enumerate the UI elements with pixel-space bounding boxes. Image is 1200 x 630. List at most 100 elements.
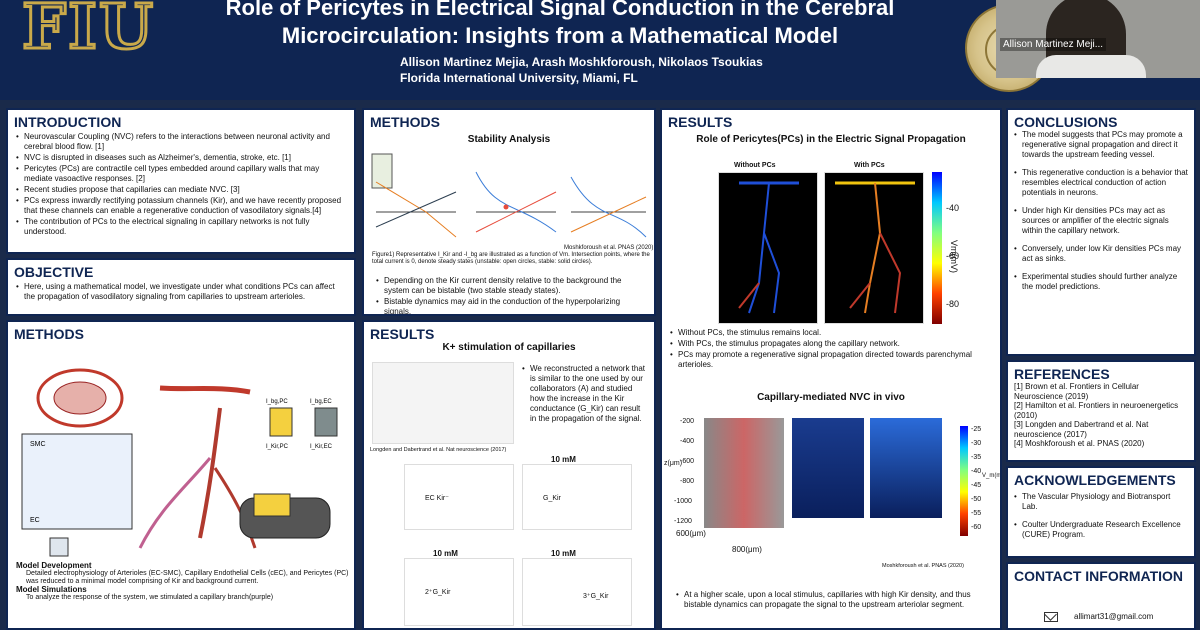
list-item: We reconstructed a network that is simil… [522,364,646,424]
z-axis-label: z(μm) [664,460,683,467]
reference-item: [1] Brown et al. Frontiers in Cellular N… [1014,382,1139,401]
list-item: Conversely, under low Kir densities PCs … [1008,244,1194,264]
affiliation: Florida International University, Miami,… [400,71,638,85]
in-vivo-credit: Moshkforoush et al. PNAS (2020) [882,563,964,569]
trace-panel-2: 10 mM G_Kir [522,456,632,530]
with-pcs-label: With PCs [854,162,885,169]
model-development-text: Detailed electrophysiology of Arterioles… [26,570,349,585]
poster-title: Role of Pericytes in Electrical Signal C… [180,0,940,50]
colorbar-label: Vm(mV) [949,240,959,273]
stim-label: 10 mM [551,549,576,558]
author-block: Allison Martinez Mejia, Arash Moshkforou… [400,54,763,86]
list-item: Depending on the Kir current density rel… [376,276,646,296]
colorbar-tick: -60 [946,251,960,261]
acknowledgements-heading: ACKNOWLEDGEMENTS [1014,472,1176,488]
email-icon [1044,608,1058,622]
list-item: Experimental studies should further anal… [1008,272,1194,292]
list-item: Here, using a mathematical model, we inv… [16,282,348,302]
without-pcs-label: Without PCs [734,162,776,169]
y-axis-label: 600(μm) [676,529,706,538]
z-tick: -1000 [674,498,692,505]
trace-label: 3⁺G_Kir [583,593,609,600]
fig-label-ikir-pc: I_Kir,PC [266,444,289,450]
stability-analysis-title: Stability Analysis [467,134,551,145]
colorbar-tick: -40 [946,203,960,213]
results-mid-heading: RESULTS [370,326,435,342]
title-line-1: Role of Pericytes in Electrical Signal C… [225,0,895,20]
video-thumbnail[interactable]: Allison Martinez Meji... [996,0,1200,78]
results-right-panel: RESULTS Role of Pericytes(PCs) in the El… [660,108,1002,630]
trace-label: G_Kir [543,495,561,502]
list-item: The contribution of PCs to the electrica… [16,217,348,237]
cb2-tick: -30 [971,440,982,447]
model-schematic-figure: SMC EC I_bg,PC I_Kir,PC I_bg,EC I_Kir,EC [21,368,338,557]
methods-mid-heading: METHODS [370,114,440,130]
list-item: Bistable dynamics may aid in the conduct… [376,297,646,314]
objective-panel: OBJECTIVE Here, using a mathematical mod… [6,258,356,316]
contact-panel: CONTACT INFORMATION allimart31@gmail.com [1006,562,1196,630]
fiu-logo: FIU [20,0,156,65]
conclusions-heading: CONCLUSIONS [1014,114,1118,130]
list-item: At a higher scale, upon a local stimulus… [676,590,982,610]
list-item: With PCs, the stimulus propagates along … [670,339,994,349]
list-item: Recent studies propose that capillaries … [16,185,348,195]
z-tick: -800 [680,478,695,485]
fig-label-ibg-ec: I_bg,EC [310,399,332,405]
list-item: Pericytes (PCs) are contractile cell typ… [16,164,348,184]
model-simulations-title: Model Simulations [16,585,87,594]
results-credit: Longden and Dabertrand et al. Nat neuros… [370,447,507,453]
with-pcs-simulation [824,172,924,324]
participant-name: Allison Martinez Meji... [1000,38,1107,51]
introduction-panel: INTRODUCTION Neurovascular Coupling (NVC… [6,108,356,254]
in-vivo-3d-figure [684,408,954,548]
figure-1-caption: Figure1) Representative I_Kir and -I_bg … [372,252,650,265]
title-line-2: Microcirculation: Insights from a Mathem… [281,23,839,48]
results-mid-panel: RESULTS K+ stimulation of capillaries Lo… [362,320,656,630]
results-right-heading: RESULTS [668,114,733,130]
cb2-tick: -45 [971,482,982,489]
z-tick: -1200 [674,518,692,525]
pericyte-role-title: Role of Pericytes(PCs) in the Electric S… [696,134,966,145]
conclusions-panel: CONCLUSIONS The model suggests that PCs … [1006,108,1196,356]
references-heading: REFERENCES [1014,366,1110,382]
z-tick: -600 [680,458,695,465]
reference-item: [4] Moshkforoush et al. PNAS (2020) [1014,439,1145,448]
trace-label: 2⁺G_Kir [425,589,451,596]
cb2-tick: -40 [971,468,982,475]
colorbar [932,172,942,324]
list-item: Neurovascular Coupling (NVC) refers to t… [16,132,348,152]
trace-label: EC Kir⁻ [425,495,449,502]
list-item: The model suggests that PCs may promote … [1008,130,1194,160]
list-item: The Vascular Physiology and Biotransport… [1008,492,1194,512]
poster-header: FIU Role of Pericytes in Electrical Sign… [0,0,1200,100]
methods-left-heading: METHODS [14,326,84,342]
methods-credit: Moshkforoush et al. PNAS (2020) [564,245,654,251]
acknowledgements-panel: ACKNOWLEDGEMENTS The Vascular Physiology… [1006,466,1196,558]
introduction-list: Neurovascular Coupling (NVC) refers to t… [8,130,354,237]
cb2-label: V_m(mV) [982,473,1002,479]
methods-left-panel: METHODS SMC EC I_bg,PC I_Kir,PC I_bg,EC … [6,320,356,630]
cb2-tick: -25 [971,426,982,433]
fig-label-ibg-pc: I_bg,PC [266,399,288,405]
methods-mid-panel: METHODS Stability Analysis Moshkforoush … [362,108,656,316]
model-development-title: Model Development [16,561,92,570]
cb2-tick: -55 [971,510,982,517]
z-tick: -400 [680,438,695,445]
list-item: PCs may promote a regenerative signal pr… [670,350,994,370]
fig-label-ec: EC [30,517,40,524]
stability-analysis-figure [371,153,647,238]
objective-heading: OBJECTIVE [14,264,94,280]
k-stimulation-title: K+ stimulation of capillaries [442,342,576,353]
stim-label: 10 mM [551,455,576,464]
trace-panel-4: 10 mM 3⁺G_Kir [522,550,632,626]
fig-label-ikir-ec: I_Kir,EC [310,444,333,450]
stim-label: 10 mM [433,549,458,558]
contact-email[interactable]: allimart31@gmail.com [1074,612,1154,621]
reference-item: [2] Hamilton et al. Frontiers in neuroen… [1014,401,1179,420]
list-item: This regenerative conduction is a behavi… [1008,168,1194,198]
fig-label-smc: SMC [30,441,46,448]
cb2-tick: -50 [971,496,982,503]
without-pcs-simulation [718,172,818,324]
cb2-tick: -35 [971,454,982,461]
z-tick: -200 [680,418,695,425]
